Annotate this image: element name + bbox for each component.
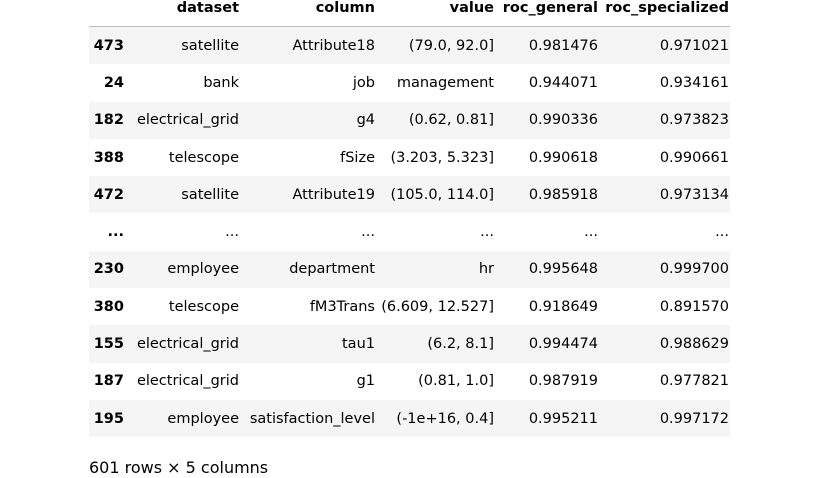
cell-roc-specialized: 0.990661 [659, 149, 729, 166]
table-row: 182 electrical_grid g4 (0.62, 0.81] 0.99… [89, 101, 730, 139]
row-index: 473 [93, 37, 124, 54]
row-index: 195 [93, 410, 124, 427]
header-roc-specialized: roc_specialized [599, 0, 730, 27]
row-index: 155 [93, 336, 124, 353]
dataframe-shape-footer: 601 rows × 5 columns [89, 458, 269, 477]
cell-dataset: electrical_grid [136, 336, 239, 353]
cell-roc-specialized: 0.934161 [659, 74, 729, 91]
header-index [89, 0, 125, 27]
cell-dataset: satellite [181, 37, 239, 54]
cell-roc-specialized: 0.891570 [659, 298, 729, 315]
cell-roc-specialized: 0.977821 [659, 373, 729, 390]
cell-column: ... [361, 224, 375, 241]
cell-roc-specialized: 0.973134 [659, 186, 729, 203]
cell-column: Attribute18 [292, 37, 375, 54]
cell-value: (6.2, 8.1] [427, 336, 494, 353]
cell-column: Attribute19 [292, 186, 375, 203]
cell-dataset: satellite [181, 186, 239, 203]
cell-dataset: telescope [168, 149, 239, 166]
table-header: dataset column value roc_general roc_spe… [89, 0, 730, 27]
cell-roc-general: 0.994474 [528, 336, 598, 353]
cell-column: job [352, 74, 375, 91]
cell-column: fSize [340, 149, 375, 166]
dataframe-table: dataset column value roc_general roc_spe… [89, 0, 730, 438]
cell-dataset: telescope [168, 298, 239, 315]
cell-roc-general: 0.995648 [528, 261, 598, 278]
cell-column: g1 [356, 373, 375, 390]
row-index: ... [107, 224, 124, 241]
cell-roc-general: 0.995211 [528, 410, 598, 427]
cell-roc-specialized: ... [715, 224, 729, 241]
table-row: 380 telescope fM3Trans (6.609, 12.527] 0… [89, 288, 730, 325]
cell-roc-general: 0.981476 [528, 37, 598, 54]
cell-value: (6.609, 12.527] [381, 298, 494, 315]
cell-roc-specialized: 0.997172 [659, 410, 729, 427]
table-row: 195 employee satisfaction_level (-1e+16,… [89, 399, 730, 438]
cell-roc-general: 0.990618 [528, 149, 598, 166]
cell-value: management [396, 74, 494, 91]
cell-value: (-1e+16, 0.4] [396, 410, 494, 427]
row-index: 388 [93, 149, 124, 166]
header-roc-general: roc_general [495, 0, 599, 27]
cell-value: (105.0, 114.0] [390, 186, 494, 203]
cell-roc-general: 0.987919 [528, 373, 598, 390]
cell-dataset: ... [225, 224, 239, 241]
cell-column: department [289, 261, 375, 278]
cell-roc-specialized: 0.988629 [659, 336, 729, 353]
cell-value: (0.62, 0.81] [408, 112, 494, 129]
cell-value: (3.203, 5.323] [390, 149, 494, 166]
table-row: 230 employee department hr 0.995648 0.99… [89, 250, 730, 289]
cell-dataset: electrical_grid [136, 373, 239, 390]
header-row: dataset column value roc_general roc_spe… [89, 0, 730, 27]
cell-dataset: bank [203, 74, 239, 91]
table-row: 388 telescope fSize (3.203, 5.323] 0.990… [89, 139, 730, 176]
cell-roc-specialized: 0.973823 [659, 112, 729, 129]
cell-column: satisfaction_level [249, 410, 375, 427]
cell-roc-general: ... [584, 224, 598, 241]
table-row: 24 bank job management 0.944071 0.934161 [89, 64, 730, 101]
dataframe-output: dataset column value roc_general roc_spe… [89, 0, 730, 438]
cell-column: g4 [356, 112, 375, 129]
cell-value: (79.0, 92.0] [408, 37, 494, 54]
row-index: 182 [93, 112, 124, 129]
table-row: 155 electrical_grid tau1 (6.2, 8.1] 0.99… [89, 325, 730, 363]
row-index: 230 [93, 261, 124, 278]
cell-column: fM3Trans [309, 298, 375, 315]
cell-column: tau1 [342, 336, 375, 353]
table-body: 473 satellite Attribute18 (79.0, 92.0] 0… [89, 26, 730, 438]
row-index: 187 [93, 373, 124, 390]
row-index: 380 [93, 298, 124, 315]
cell-roc-general: 0.918649 [528, 298, 598, 315]
cell-value: (0.81, 1.0] [418, 373, 494, 390]
table-row: 472 satellite Attribute19 (105.0, 114.0]… [89, 176, 730, 214]
cell-roc-specialized: 0.999700 [659, 261, 729, 278]
cell-roc-general: 0.985918 [528, 186, 598, 203]
header-column: column [240, 0, 376, 27]
table-row: 187 electrical_grid g1 (0.81, 1.0] 0.987… [89, 363, 730, 400]
cell-roc-specialized: 0.971021 [659, 37, 729, 54]
cell-roc-general: 0.944071 [528, 74, 598, 91]
header-value: value [376, 0, 495, 27]
row-index: 472 [93, 186, 124, 203]
row-index: 24 [103, 74, 124, 91]
ellipsis-row: ... ... ... ... ... ... [89, 213, 730, 250]
cell-dataset: employee [167, 410, 239, 427]
header-dataset: dataset [125, 0, 240, 27]
cell-value: ... [480, 224, 494, 241]
table-row: 473 satellite Attribute18 (79.0, 92.0] 0… [89, 26, 730, 65]
cell-roc-general: 0.990336 [528, 112, 598, 129]
cell-dataset: electrical_grid [136, 112, 239, 129]
cell-value: hr [478, 261, 494, 278]
cell-dataset: employee [167, 261, 239, 278]
